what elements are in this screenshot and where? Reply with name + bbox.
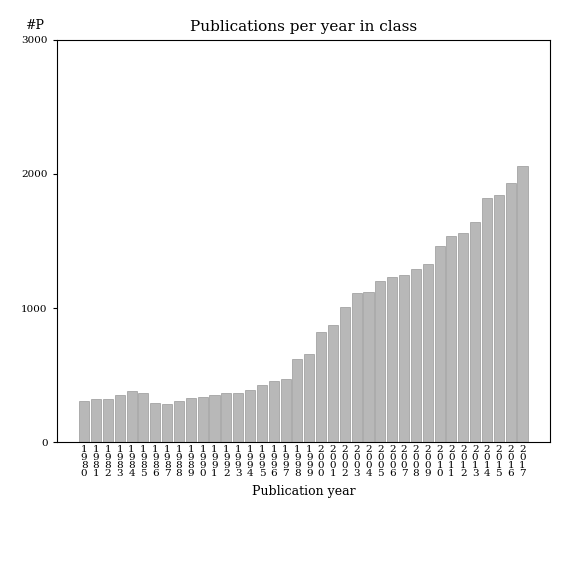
Bar xyxy=(138,392,149,442)
Bar xyxy=(233,392,243,442)
X-axis label: Publication year: Publication year xyxy=(252,485,355,498)
Bar xyxy=(411,269,421,442)
Title: Publications per year in class: Publications per year in class xyxy=(190,20,417,35)
Bar xyxy=(506,183,516,442)
Bar xyxy=(328,325,338,442)
Bar xyxy=(198,397,208,442)
Bar xyxy=(79,401,89,442)
Bar xyxy=(399,274,409,442)
Bar xyxy=(434,246,445,442)
Bar xyxy=(494,196,504,442)
Text: #P: #P xyxy=(24,19,44,32)
Bar xyxy=(352,293,362,442)
Bar xyxy=(150,403,160,442)
Bar xyxy=(423,264,433,442)
Bar xyxy=(174,401,184,442)
Bar xyxy=(103,399,113,442)
Bar xyxy=(482,198,492,442)
Bar xyxy=(518,166,527,442)
Bar xyxy=(209,395,219,442)
Bar xyxy=(316,332,326,442)
Bar xyxy=(458,233,468,442)
Bar xyxy=(186,398,196,442)
Bar xyxy=(269,381,279,442)
Bar xyxy=(221,393,231,442)
Bar xyxy=(257,384,267,442)
Bar xyxy=(375,281,386,442)
Bar xyxy=(91,399,101,442)
Bar xyxy=(446,236,456,442)
Bar xyxy=(304,354,314,442)
Bar xyxy=(281,379,291,442)
Bar xyxy=(115,395,125,442)
Bar xyxy=(363,292,374,442)
Bar xyxy=(162,404,172,442)
Bar xyxy=(470,222,480,442)
Bar xyxy=(387,277,397,442)
Bar xyxy=(245,390,255,442)
Bar xyxy=(340,307,350,442)
Bar xyxy=(126,391,137,442)
Bar xyxy=(293,359,302,442)
